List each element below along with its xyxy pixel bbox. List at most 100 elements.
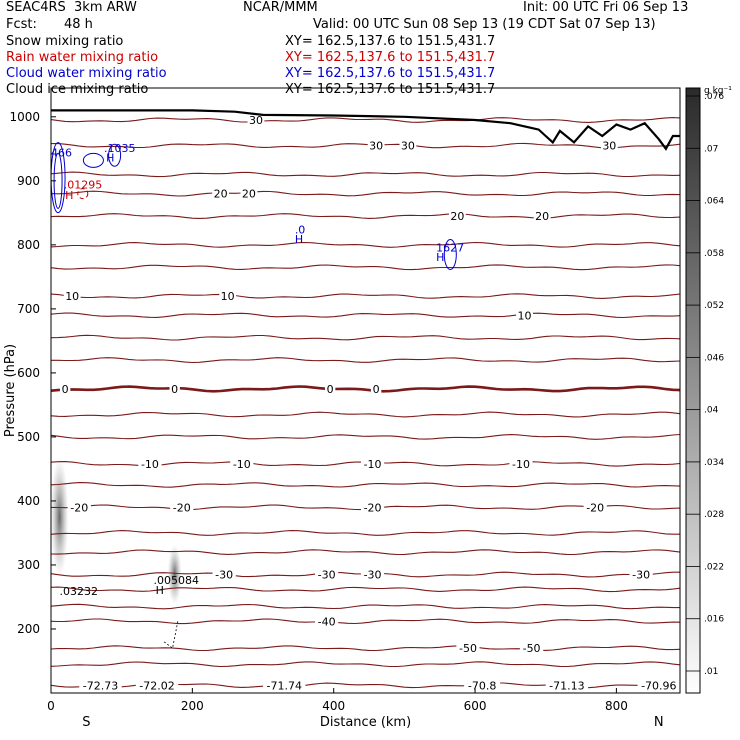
isotherm-label: 20 bbox=[450, 210, 464, 223]
isotherm-label-bg bbox=[315, 615, 339, 628]
legend-cloud-ice: Cloud ice mixing ratio bbox=[6, 82, 149, 97]
model-name: SEAC4RS 3km ARW bbox=[6, 0, 137, 15]
y-tick-label: 300 bbox=[17, 558, 40, 572]
max-value-annotation: H bbox=[65, 189, 73, 202]
isotherm-label-bg bbox=[67, 501, 91, 514]
colorbar-unit: g kg⁻¹ bbox=[704, 86, 732, 96]
legend-cloud-water: Cloud water mixing ratio bbox=[6, 66, 167, 81]
isotherm-label: 10 bbox=[518, 309, 532, 322]
isotherm-line bbox=[50, 190, 681, 197]
x-tick-label: 200 bbox=[181, 699, 204, 713]
cloud-water-contour bbox=[108, 143, 122, 167]
y-tick-label: 400 bbox=[17, 494, 40, 508]
org-name: NCAR/MMM bbox=[243, 0, 318, 15]
colorbar-tick-label: .052 bbox=[704, 301, 724, 311]
isotherm-label-bg bbox=[360, 457, 385, 470]
y-tick-label: 700 bbox=[17, 302, 40, 316]
colorbar-tick-label: .058 bbox=[704, 249, 724, 259]
colorbar-tick-label: .064 bbox=[704, 197, 724, 207]
x-tick-label: 600 bbox=[464, 699, 487, 713]
isotherm-label: -30 bbox=[364, 569, 382, 582]
isotherm-label: -10 bbox=[364, 458, 382, 471]
isotherm-line bbox=[50, 586, 681, 593]
isotherm-label-bg bbox=[533, 210, 551, 223]
max-value-annotation: H bbox=[436, 251, 444, 264]
isotherm-line bbox=[50, 530, 680, 536]
colorbar-tick-label: .07 bbox=[704, 144, 718, 154]
isotherm-label-bg bbox=[170, 501, 194, 514]
max-value-annotation: .01295 bbox=[64, 179, 102, 192]
isotherm-label: -70.8 bbox=[468, 679, 496, 692]
isotherm-line bbox=[50, 213, 681, 219]
isotherm-label: 30 bbox=[401, 140, 415, 153]
isotherm-line bbox=[50, 549, 681, 556]
fcst-value: 48 h bbox=[64, 17, 93, 32]
isotherm-label-bg bbox=[519, 642, 544, 655]
colorbar-tick-label: .022 bbox=[704, 562, 724, 572]
isotherm-line bbox=[50, 117, 681, 123]
isotherm-label: -71.13 bbox=[549, 679, 584, 692]
isotherm-label-bg bbox=[516, 309, 533, 322]
isotherm-label: 0 bbox=[373, 383, 380, 396]
x-tick-label: 400 bbox=[322, 699, 345, 713]
isotherm-label-bg bbox=[360, 501, 385, 514]
isotherm-label: 10 bbox=[65, 290, 79, 303]
legend-rain: Rain water mixing ratio bbox=[6, 50, 159, 65]
isotherm-label: -70.96 bbox=[641, 679, 676, 692]
isotherm-line bbox=[50, 482, 681, 488]
colorbar-tick-label: .01 bbox=[704, 667, 718, 677]
fcst-label: Fcst: bbox=[6, 17, 37, 32]
end-label-south: S bbox=[82, 715, 90, 730]
isotherm-label-bg bbox=[367, 139, 385, 152]
rain-contour bbox=[77, 188, 89, 200]
max-value-annotation: .03232 bbox=[59, 585, 97, 598]
max-value-annotation: 1627 bbox=[436, 241, 464, 254]
isotherm-label: -40 bbox=[318, 615, 336, 628]
legend-snow: Snow mixing ratio bbox=[6, 34, 124, 49]
isotherm-label-bg bbox=[583, 501, 607, 514]
cloud-water-contour bbox=[82, 152, 104, 168]
isotherm-label: -20 bbox=[70, 501, 88, 514]
isotherm-label-bg bbox=[59, 382, 71, 395]
isotherm-label: -10 bbox=[141, 458, 159, 471]
isotherm-line bbox=[51, 357, 681, 364]
isotherm-label: -30 bbox=[318, 569, 336, 582]
isotherm-label-bg bbox=[637, 679, 680, 692]
y-tick-label: 900 bbox=[17, 174, 40, 188]
isotherm-label-bg bbox=[63, 290, 81, 303]
colorbar-tick-label: .046 bbox=[704, 353, 724, 363]
isotherm-label-bg bbox=[509, 457, 533, 470]
isotherm-label: -10 bbox=[233, 458, 251, 471]
isotherm-label-bg bbox=[212, 187, 230, 200]
isotherm-label-bg bbox=[212, 568, 236, 581]
isotherm-label-bg bbox=[448, 210, 466, 223]
isotherm-label-bg bbox=[600, 139, 618, 152]
isotherm-line bbox=[51, 142, 681, 149]
isotherm-label: -72.02 bbox=[139, 679, 174, 692]
init-time: Init: 00 UTC Fri 06 Sep 13 bbox=[523, 0, 689, 15]
y-tick-label: 600 bbox=[17, 366, 40, 380]
isotherm-label: 0 bbox=[171, 383, 178, 396]
isotherm-label-bg bbox=[79, 679, 122, 692]
isotherm-label-bg bbox=[456, 642, 480, 655]
x-tick-label: 0 bbox=[47, 699, 55, 713]
isotherm-line bbox=[50, 241, 681, 248]
isotherm-label-bg bbox=[247, 114, 265, 127]
isotherm-line bbox=[50, 618, 681, 625]
isotherm-label-bg bbox=[219, 290, 237, 303]
isotherm-label: 20 bbox=[214, 188, 228, 201]
terrain-line bbox=[51, 109, 680, 151]
valid-time: Valid: 00 UTC Sun 08 Sep 13 (19 CDT Sat … bbox=[313, 17, 656, 32]
colorbar-tick-label: .016 bbox=[704, 615, 724, 625]
isotherm-label: -71.74 bbox=[266, 679, 301, 692]
isotherm-line bbox=[50, 661, 681, 668]
y-tick-label: 200 bbox=[17, 622, 40, 636]
isotherm-label-bg bbox=[240, 187, 258, 200]
colorbar-tick-label: .04 bbox=[704, 406, 719, 416]
isotherm-label-bg bbox=[230, 457, 254, 470]
isotherm-line bbox=[50, 645, 681, 652]
y-tick-label: 800 bbox=[17, 238, 40, 252]
isotherm-label: 30 bbox=[602, 140, 616, 153]
y-tick-label: 500 bbox=[17, 430, 40, 444]
